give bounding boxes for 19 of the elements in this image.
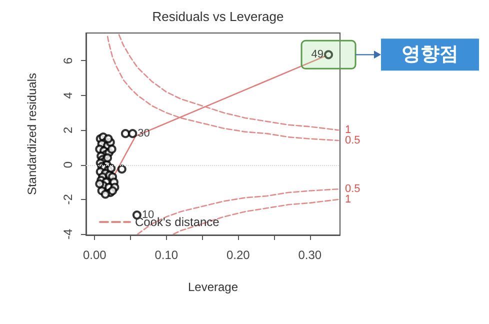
y-tick-label: 2 [61,126,75,134]
x-tick-label: 0.20 [226,248,250,262]
y-tick-label: 0 [61,161,75,168]
x-tick-label: 0.10 [154,248,178,262]
annotation: 0.5 [345,183,360,196]
annotation: 1 [345,124,352,136]
y-tick-label: 6 [61,57,75,64]
text: 영향점 [402,44,458,66]
x-tick-label: 0.30 [298,248,322,262]
annotation: 1 [345,193,352,206]
annotation: 49 [311,48,324,61]
y-tick-label: 4 [61,92,75,99]
y-tick-label: -2 [61,194,75,205]
x-axis-title: Leverage [188,280,238,294]
y-tick-label: -4 [61,228,75,240]
annotation: 0.5 [345,134,360,146]
x-tick-label: 0.00 [82,248,107,262]
chart-title: Residuals vs Leverage [152,9,284,24]
y-axis-title: Standardized residuals [25,72,39,196]
